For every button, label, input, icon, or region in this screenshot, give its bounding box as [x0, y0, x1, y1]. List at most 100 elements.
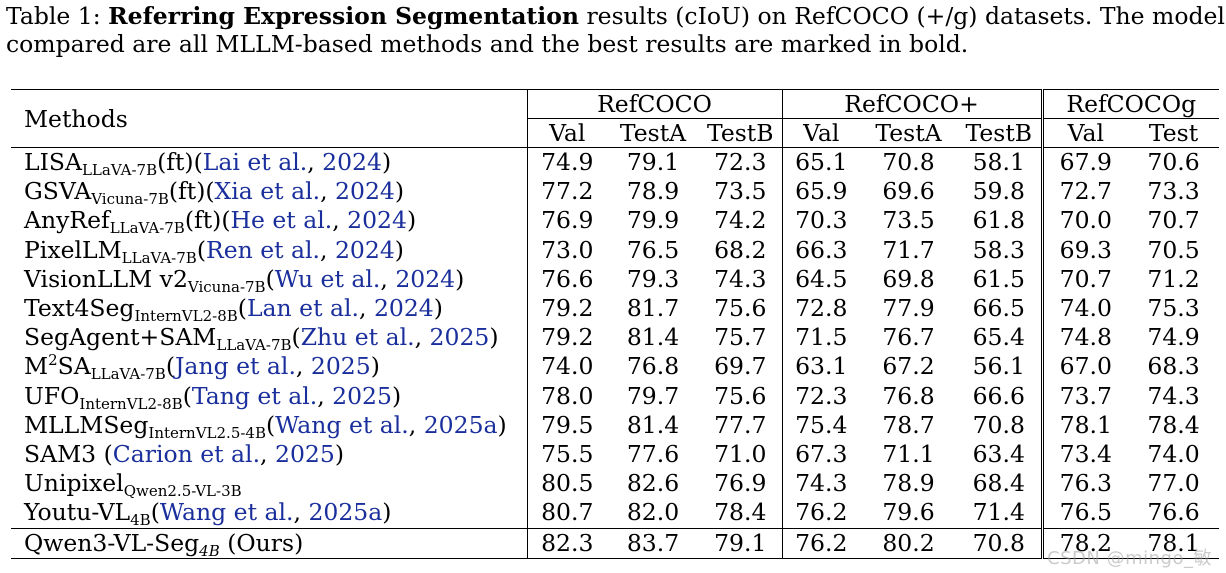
- model-subscript: Vicuna-7B: [187, 277, 266, 295]
- citation-author-link[interactable]: Jang et al.: [175, 352, 296, 381]
- score-cell: 76.2: [781, 498, 861, 529]
- citation-separator: ,: [260, 440, 275, 469]
- model-name: PixelLM: [24, 235, 122, 264]
- citation-author-link[interactable]: Ren et al.: [206, 235, 321, 264]
- score-cell: 81.7: [626, 294, 680, 323]
- score-cell: 69.7: [714, 352, 767, 381]
- score-cell: 74.0: [1040, 294, 1129, 324]
- header-group-row: Methods RefCOCO RefCOCO+ RefCOCOg: [11, 89, 1220, 148]
- citation-year-link[interactable]: 2025: [310, 352, 371, 381]
- citation-author-link[interactable]: He et al.: [230, 206, 333, 235]
- score-cell: 77.9: [882, 294, 935, 323]
- score-cell: 76.6: [1147, 498, 1200, 527]
- citation-year-link[interactable]: 2024: [373, 294, 434, 323]
- model-name: Youtu-VL: [24, 498, 131, 527]
- score-cell: 71.4: [972, 498, 1025, 527]
- score-cell: 78.0: [526, 381, 607, 411]
- score-cell: 73.4: [1040, 440, 1129, 470]
- score-cell: 81.4: [626, 323, 680, 352]
- score-cell: 66.6: [972, 381, 1025, 410]
- citation-year-link[interactable]: 2025: [429, 323, 490, 352]
- citation-year-link[interactable]: 2024: [334, 235, 395, 264]
- score-cell: 71.0: [714, 440, 767, 469]
- citation-close: ): [433, 294, 443, 323]
- method-name: SegAgent+SAMLLaVA-7B(Zhu et al., 2025): [11, 323, 527, 352]
- score-cell: 78.4: [1147, 410, 1200, 439]
- table-row: M2SALLaVA-7B(Jang et al., 2025) 74.0 76.8 6…: [11, 352, 1219, 382]
- citation-author-link[interactable]: Zhu et al.: [300, 323, 415, 352]
- score-cell: 79.2: [526, 323, 607, 353]
- model-name-cont: SA: [57, 352, 91, 381]
- score-cell: 75.7: [714, 323, 767, 352]
- table-row: SAM3 (Carion et al., 2025) 75.5 77.6 71.0 67…: [11, 440, 1219, 470]
- score-cell: 58.3: [972, 235, 1025, 264]
- score-cell: 75.4: [781, 410, 861, 441]
- model-subscript: LLaVA-7B: [109, 219, 185, 236]
- watermark: CSDN @mingo_敏: [1047, 548, 1212, 569]
- column-header: TestA: [607, 118, 699, 148]
- model-suffix: (ft)(: [168, 177, 215, 206]
- score-cell: 66.3: [781, 235, 861, 265]
- model-suffix: (: [237, 294, 247, 323]
- model-subscript: InternVL2-8B: [134, 307, 238, 324]
- citation-author-link[interactable]: Lan et al.: [246, 294, 359, 323]
- citation-year-link[interactable]: 2025a: [423, 410, 498, 439]
- score-cell: 68.2: [714, 235, 767, 264]
- score-cell: 70.8: [957, 527, 1043, 559]
- score-cell: 76.6: [526, 264, 607, 295]
- citation-year-link[interactable]: 2025: [275, 440, 335, 469]
- score-cell: 80.5: [526, 469, 607, 499]
- citation-close: ): [334, 440, 344, 469]
- score-cell: 74.3: [1147, 381, 1200, 410]
- citation-separator: ,: [358, 294, 374, 323]
- citation-author-link[interactable]: Wu et al.: [274, 264, 381, 293]
- score-cell: 74.8: [1040, 323, 1129, 353]
- group-header-refcocog: RefCOCOg: [1040, 89, 1220, 119]
- citation-year-link[interactable]: 2024: [395, 264, 456, 293]
- citation-close: ): [489, 323, 499, 352]
- citation-separator: ,: [320, 177, 336, 206]
- model-subscript: InternVL2-8B: [79, 394, 183, 411]
- score-cell: 76.3: [1040, 469, 1129, 499]
- caption-label: Table 1:: [6, 2, 109, 30]
- score-cell: 75.3: [1147, 294, 1200, 323]
- citation-year-link[interactable]: 2024: [347, 206, 407, 235]
- table-caption: Table 1: Referring Expression Segmentati…: [6, 2, 1226, 58]
- citation-author-link[interactable]: Xia et al.: [214, 177, 321, 206]
- citation-close: ): [497, 410, 507, 439]
- score-cell: 71.1: [882, 440, 935, 469]
- score-cell: 59.8: [972, 177, 1025, 206]
- table-row: Youtu-VL4B(Wang et al., 2025a) 80.7 82.0 78…: [11, 498, 1219, 529]
- score-cell: 76.8: [626, 352, 680, 381]
- table-row: GSVAVicuna-7B(ft)(Xia et al., 2024) 77.2 7…: [11, 177, 1219, 207]
- score-cell: 78.1: [1128, 527, 1220, 559]
- citation-author-link[interactable]: Wang et al.: [159, 498, 294, 527]
- score-cell: 73.0: [526, 235, 607, 265]
- citation-author-link[interactable]: Lai et al.: [202, 148, 308, 176]
- method-name: UFOInternVL2-8B(Tang et al., 2025): [11, 382, 527, 411]
- citation-close: ): [370, 352, 380, 381]
- model-subscript: LLaVA-7B: [121, 248, 197, 265]
- table-row: UFOInternVL2-8B(Tang et al., 2025) 78.0 79…: [11, 381, 1219, 411]
- model-superscript: 2: [48, 352, 58, 370]
- score-cell: 63.1: [781, 352, 861, 382]
- model-name: VisionLLM v2: [24, 264, 188, 293]
- group-header-refcoco: RefCOCO: [526, 89, 783, 119]
- citation-author-link[interactable]: Wang et al.: [275, 410, 409, 439]
- citation-year-link[interactable]: 2024: [322, 148, 382, 176]
- score-cell: 73.3: [1147, 177, 1200, 206]
- citation-close: ): [391, 381, 402, 410]
- model-suffix: (Ours): [219, 528, 304, 557]
- score-cell: 65.4: [972, 323, 1025, 352]
- citation-year-link[interactable]: 2025: [332, 381, 392, 410]
- score-cell: 65.9: [781, 177, 861, 207]
- citation-year-link[interactable]: 2024: [335, 177, 395, 206]
- score-cell: 61.5: [972, 264, 1025, 293]
- citation-author-link[interactable]: Tang et al.: [191, 381, 318, 410]
- score-cell: 71.7: [882, 235, 935, 264]
- citation-year-link[interactable]: 2025a: [308, 498, 383, 527]
- model-name: UFO: [24, 381, 80, 410]
- citation-author-link[interactable]: Carion et al.: [112, 440, 261, 469]
- score-cell: 76.7: [882, 323, 935, 352]
- score-cell: 73.5: [714, 177, 767, 206]
